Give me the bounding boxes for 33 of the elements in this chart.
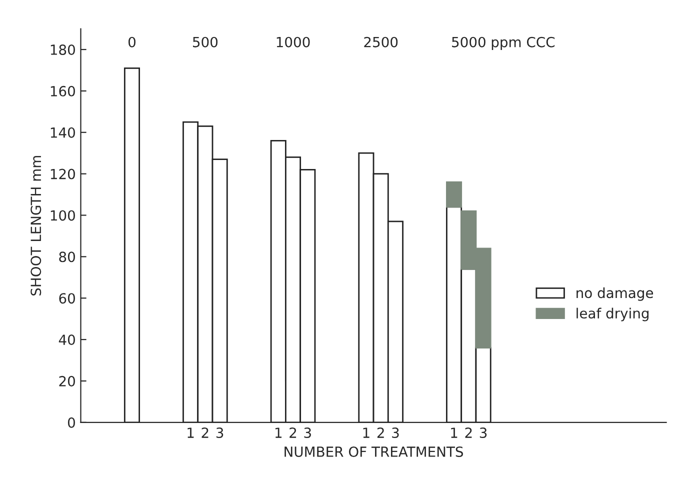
- y-tick-label: 0: [68, 417, 75, 428]
- y-tick-label: 140: [50, 127, 75, 138]
- y-tick-label: 160: [50, 86, 75, 96]
- legend-label: leaf drying: [576, 308, 649, 322]
- y-tick-label: 80: [59, 252, 75, 262]
- y-tick-label: 120: [50, 168, 75, 180]
- x-tick-label: 2: [202, 428, 208, 438]
- annotation: ppm CCC: [492, 36, 555, 50]
- x-tick-label: 3: [304, 428, 311, 438]
- x-tick-label: 3: [392, 428, 399, 438]
- x-tick-label: 1: [275, 428, 282, 438]
- x-tick-label: 2: [465, 428, 472, 438]
- annotation: 500: [193, 36, 218, 48]
- annotation: 5000: [452, 36, 486, 48]
- annotation: 0: [128, 36, 136, 48]
- y-tick-label: 40: [58, 334, 75, 346]
- annotation: 2500: [364, 36, 398, 48]
- y-tick-label: 100: [50, 210, 75, 221]
- y-axis-title: SHOOT LENGTH mm: [30, 156, 42, 296]
- legend-label: no damage: [576, 287, 654, 301]
- bar: [446, 181, 462, 208]
- x-tick-label: 2: [290, 428, 296, 438]
- x-tick-label: 2: [377, 428, 384, 438]
- y-tick-label: 20: [59, 376, 75, 386]
- annotation: 1000: [276, 36, 310, 48]
- x-tick-label: 3: [480, 428, 487, 438]
- x-axis-title: NUMBER OF TREATMENTS: [284, 446, 463, 458]
- x-tick-label: 3: [216, 428, 224, 438]
- y-tick-label: 180: [50, 44, 75, 55]
- x-tick-label: 1: [363, 428, 370, 438]
- y-tick-label: 60: [59, 293, 75, 304]
- x-tick-label: 1: [451, 428, 458, 438]
- x-tick-label: 1: [188, 428, 194, 438]
